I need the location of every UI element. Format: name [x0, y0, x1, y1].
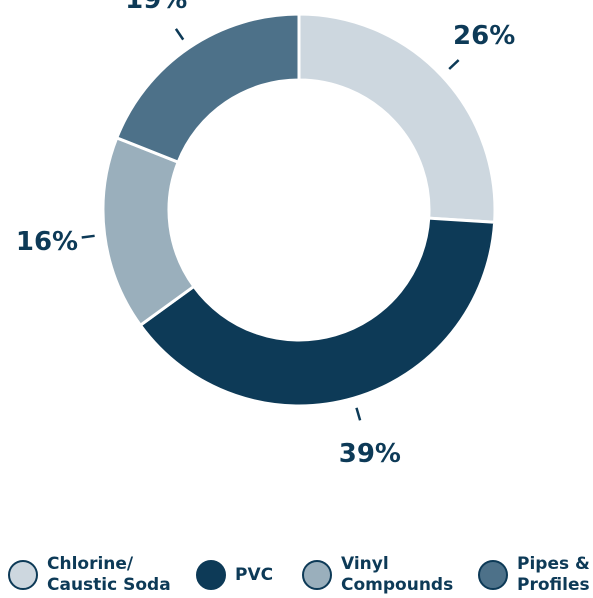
legend-item-pvc: PVC [196, 552, 273, 598]
legend-swatch-pvc [196, 560, 226, 590]
legend-swatch-chlorine-caustic-soda [8, 560, 38, 590]
legend-label-pipes-profiles: Pipes & Profiles [517, 554, 590, 595]
legend-swatch-vinyl-compounds [302, 560, 332, 590]
value-label-vinyl-compounds: 16% [16, 227, 78, 257]
value-label-chlorine-caustic-soda: 26% [453, 21, 515, 51]
legend-swatch-pipes-profiles [478, 560, 508, 590]
legend-label-chlorine-caustic-soda: Chlorine/ Caustic Soda [47, 554, 171, 595]
donut-chart: 26% 39% 16% 19% [16, 0, 515, 469]
slice-pipes-profiles [114, 12, 301, 165]
slice-chlorine-caustic-soda [297, 12, 497, 224]
legend-label-pvc: PVC [235, 564, 274, 585]
slice-vinyl-compounds [101, 135, 196, 328]
leader-line-vinyl-compounds [81, 234, 95, 239]
leader-line-chlorine-caustic-soda [448, 59, 460, 70]
slice-pvc [138, 216, 497, 408]
legend-label-vinyl-compounds: Vinyl Compounds [341, 554, 454, 595]
leader-line-pipes-profiles [174, 28, 185, 41]
value-label-pipes-profiles: 19% [125, 0, 187, 15]
leader-line-pvc [355, 407, 362, 421]
chart-legend: Chlorine/ Caustic Soda PVC Vinyl Compoun… [0, 552, 593, 598]
legend-item-chlorine-caustic-soda: Chlorine/ Caustic Soda [8, 552, 171, 598]
legend-item-pipes-profiles: Pipes & Profiles [478, 552, 590, 598]
legend-item-vinyl-compounds: Vinyl Compounds [302, 552, 453, 598]
value-label-pvc: 39% [339, 439, 401, 469]
